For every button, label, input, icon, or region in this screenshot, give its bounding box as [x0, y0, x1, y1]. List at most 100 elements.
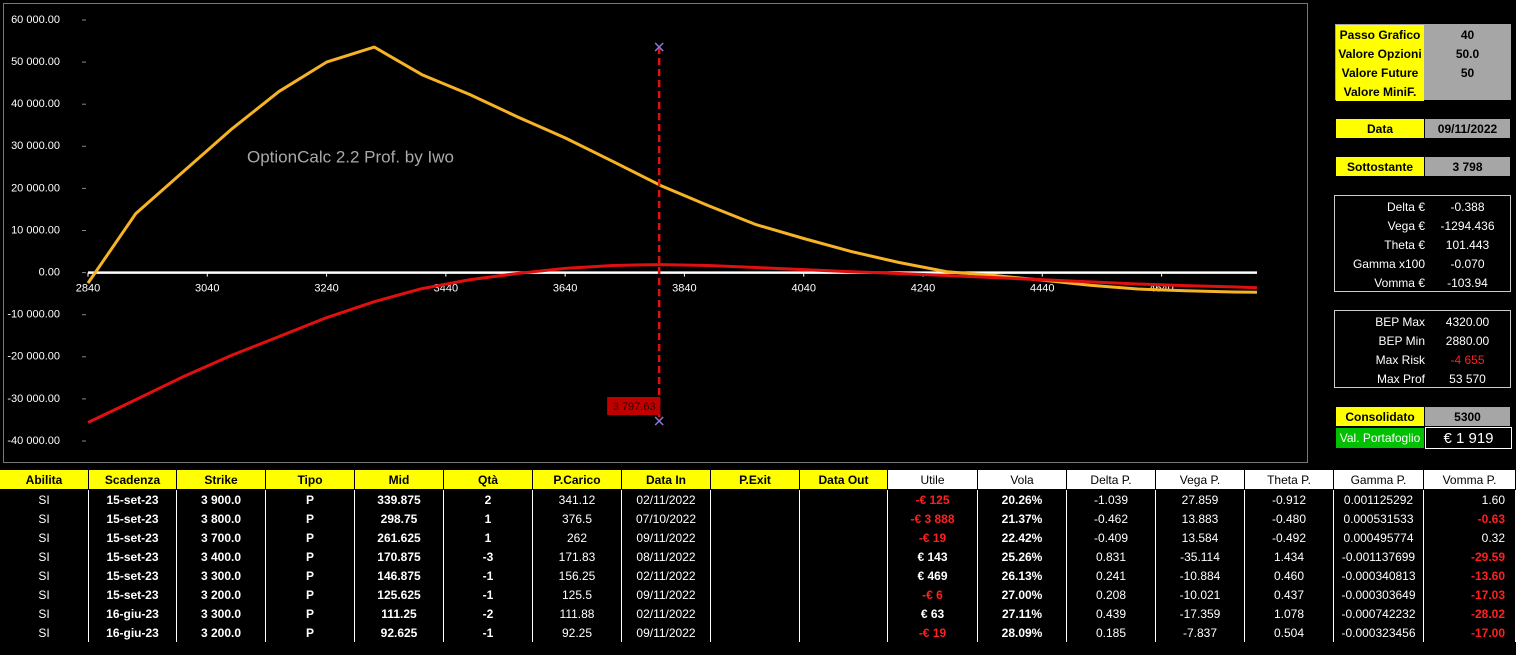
risk-label: BEP Min — [1378, 333, 1425, 348]
cursor-cross — [654, 42, 664, 52]
table-cell: 341.12 — [533, 490, 622, 509]
table-cell: -10.021 — [1156, 585, 1245, 604]
table-cell: -0.000340813 — [1334, 566, 1424, 585]
greek-value: -1294.436 — [1440, 218, 1495, 233]
table-cell: 02/11/2022 — [622, 490, 711, 509]
x-tick-label: 3040 — [195, 283, 219, 295]
column-header: Tipo — [266, 470, 355, 489]
series-line — [87, 263, 1258, 424]
greek-value: -0.388 — [1450, 199, 1485, 214]
date-label: Data — [1336, 119, 1424, 138]
table-cell: 09/11/2022 — [622, 585, 711, 604]
table-cell — [711, 547, 800, 566]
table-cell: -€ 6 — [888, 585, 978, 604]
table-cell — [711, 490, 800, 509]
table-cell: -0.480 — [1245, 509, 1334, 528]
table-cell: 28.09% — [978, 623, 1067, 642]
table-cell: 0.831 — [1067, 547, 1156, 566]
table-cell: P — [266, 604, 355, 623]
table-cell: € 143 — [888, 547, 978, 566]
y-tick-label: 60 000.00 — [11, 14, 60, 26]
portfolio-label: Val. Portafoglio — [1336, 428, 1424, 448]
table-cell: 0.460 — [1245, 566, 1334, 585]
table-cell: € 63 — [888, 604, 978, 623]
table-cell: 09/11/2022 — [622, 623, 711, 642]
date-value: 09/11/2022 — [1425, 119, 1510, 138]
x-tick-label: 4240 — [911, 283, 935, 295]
table-cell: 3 300.0 — [177, 604, 266, 623]
table-cell: 08/11/2022 — [622, 547, 711, 566]
table-cell: -0.000303649 — [1334, 585, 1424, 604]
table-cell: 3 400.0 — [177, 547, 266, 566]
table-cell: 3 200.0 — [177, 623, 266, 642]
greek-value: -0.070 — [1450, 256, 1485, 271]
table-cell: -10.884 — [1156, 566, 1245, 585]
table-cell — [711, 585, 800, 604]
table-cell: 16-giu-23 — [89, 604, 177, 623]
y-tick-label: -40 000.00 — [7, 435, 60, 447]
y-tick-label: -30 000.00 — [7, 393, 60, 405]
table-cell: -1 — [444, 623, 533, 642]
table-cell: 298.75 — [355, 509, 444, 528]
table-cell — [711, 528, 800, 547]
table-cell: -€ 19 — [888, 623, 978, 642]
risk-label: Max Prof — [1376, 371, 1425, 386]
chart-frame — [3, 3, 1308, 463]
greek-value: 101.443 — [1445, 237, 1490, 252]
table-cell: -€ 125 — [888, 490, 978, 509]
table-cell — [800, 509, 888, 528]
table-cell — [800, 547, 888, 566]
column-header: Theta P. — [1245, 470, 1334, 489]
table-cell: 3 800.0 — [177, 509, 266, 528]
table-cell: 0.437 — [1245, 585, 1334, 604]
portfolio-value: € 1 919 — [1425, 427, 1512, 449]
underlying-label: Sottostante — [1336, 157, 1424, 176]
table-cell — [800, 585, 888, 604]
table-cell: SI — [0, 604, 89, 623]
table-cell: 3 700.0 — [177, 528, 266, 547]
table-cell: SI — [0, 623, 89, 642]
x-tick-label: 4440 — [1030, 283, 1054, 295]
table-cell: 20.26% — [978, 490, 1067, 509]
y-tick-label: 50 000.00 — [11, 56, 60, 68]
table-cell: -35.114 — [1156, 547, 1245, 566]
table-cell — [711, 566, 800, 585]
table-cell: -29.59 — [1424, 547, 1516, 566]
table-cell: 171.83 — [533, 547, 622, 566]
table-cell: SI — [0, 528, 89, 547]
table-cell — [800, 528, 888, 547]
table-cell: -0.912 — [1245, 490, 1334, 509]
table-cell: -17.03 — [1424, 585, 1516, 604]
table-cell — [711, 604, 800, 623]
greek-value: -103.94 — [1447, 275, 1488, 290]
setting-value: 50 — [1425, 63, 1510, 82]
table-cell: 07/10/2022 — [622, 509, 711, 528]
table-cell — [800, 566, 888, 585]
table-cell: P — [266, 490, 355, 509]
column-header: Strike — [177, 470, 266, 489]
underlying-value: 3 798 — [1425, 157, 1510, 176]
table-cell: -0.492 — [1245, 528, 1334, 547]
table-cell: 1 — [444, 528, 533, 547]
table-cell: 111.88 — [533, 604, 622, 623]
table-cell: 111.25 — [355, 604, 444, 623]
risk-value: 53 570 — [1449, 371, 1486, 386]
column-header: P.Carico — [533, 470, 622, 489]
column-header: Qtà — [444, 470, 533, 489]
table-cell: -2 — [444, 604, 533, 623]
risk-value: 2880.00 — [1445, 333, 1490, 348]
table-cell: 92.25 — [533, 623, 622, 642]
table-cell: 376.5 — [533, 509, 622, 528]
table-cell: 170.875 — [355, 547, 444, 566]
column-header: Scadenza — [89, 470, 177, 489]
greek-label: Theta € — [1384, 237, 1425, 252]
risk-label: BEP Max — [1375, 314, 1425, 329]
table-cell: P — [266, 547, 355, 566]
table-cell: 27.859 — [1156, 490, 1245, 509]
y-tick-label: 40 000.00 — [11, 98, 60, 110]
greek-label: Gamma x100 — [1352, 256, 1425, 271]
table-cell: 1.078 — [1245, 604, 1334, 623]
watermark: OptionCalc 2.2 Prof. by Iwo — [247, 147, 454, 166]
table-cell: -17.00 — [1424, 623, 1516, 642]
